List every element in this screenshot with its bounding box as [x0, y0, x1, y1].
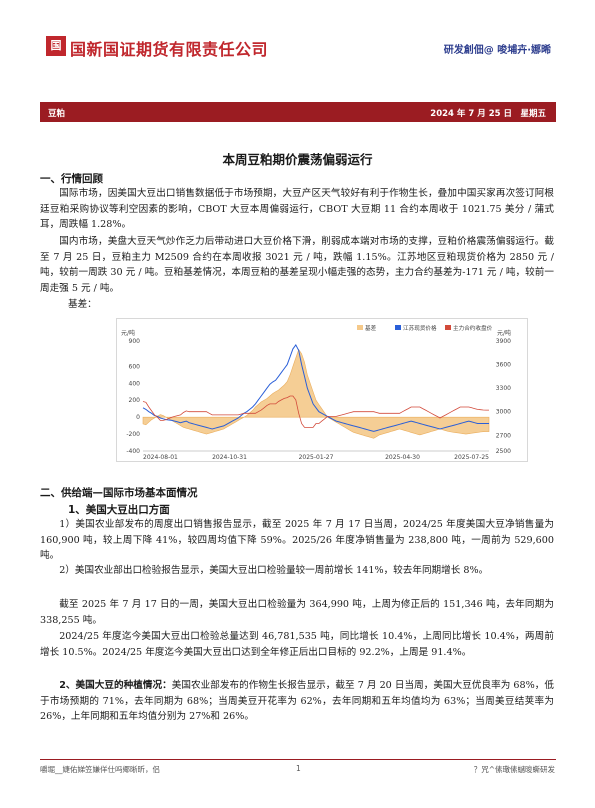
- x-tick-label: 2025-01-27: [299, 454, 334, 461]
- footer-disclaimer: 嚼堀__婕佑娣笠嫌佯仕吗鄊晰昕，侣: [40, 765, 160, 774]
- legend-label: 主力合约收盘价: [453, 324, 493, 332]
- basis-label: 基差：: [68, 299, 97, 310]
- right-tick-label: 3900: [496, 338, 511, 345]
- close-price-line: [142, 395, 489, 428]
- right-tick-label: 3600: [496, 362, 511, 369]
- paragraph-domestic: 国内市场，美盘大豆天气炒作乏力后带动进口大豆价格下滑，削弱成本端对市场的支撑，豆…: [40, 236, 554, 294]
- legend-swatch: [357, 325, 363, 330]
- legend-swatch: [395, 325, 401, 330]
- chart-svg: 900 600 400 200 0 -200 -400 3900 3600 3300 3000 270…: [121, 324, 511, 461]
- left-tick-label: 200: [129, 397, 141, 404]
- page-title: 本周豆粕期价震荡偏弱运行: [222, 152, 373, 167]
- paragraph-inspection-total: 2024/25 年度迄今美国大豆出口检验总量达到 46,781,535 吨，同比…: [40, 631, 554, 658]
- company-name: 国新国证期货有限责任公司: [70, 40, 269, 59]
- left-tick-label: 400: [129, 380, 141, 387]
- left-axis-unit: 元/吨: [121, 329, 135, 337]
- spot-price-line: [142, 343, 489, 432]
- paragraph-international: 国际市场，因美国大豆出口销售数据低于市场预期，大豆产区天气较好有利于作物生长，叠…: [40, 188, 554, 231]
- right-tick-label: 3000: [496, 409, 511, 416]
- left-tick-label: -400: [126, 448, 140, 455]
- section-heading-2: 二、供给端—国际市场基本面情况: [40, 487, 198, 499]
- section-heading-1: 一、行情回顾: [40, 173, 103, 185]
- right-tick-label: 2700: [496, 432, 511, 439]
- x-tick-label: 2025-07-25: [454, 454, 489, 461]
- legend-label: 基差: [365, 324, 377, 332]
- paragraph-export-sales: 1）美国农业部发布的周度出口销售报告显示，截至 2025 年 7 月 17 日当…: [40, 519, 554, 562]
- x-tick-label: 2025-04-30: [385, 454, 420, 461]
- x-tick-label: 2024-10-31: [212, 454, 247, 461]
- right-tick-label: 2500: [496, 448, 511, 455]
- company-logo-icon: 国新: [46, 36, 66, 72]
- paragraph-inspection-week: 截至 2025 年 7 月 17 日的一周，美国大豆出口检验量为 364,990…: [40, 599, 554, 626]
- right-tick-label: 3300: [496, 385, 511, 392]
- planting-text: 美国农业部发布的作物生长报告显示，截至 7 月 20 日当周，美国大豆优良率为 …: [40, 680, 554, 723]
- category-label: 豆粕: [48, 109, 66, 119]
- right-axis-unit: 元/吨: [497, 329, 511, 337]
- footer-right: ？咒^傃璥傃蠩晙蟖研发: [473, 765, 555, 774]
- left-tick-label: -200: [126, 431, 140, 438]
- report-date: 2024 年 7 月 25 日 星期五: [430, 109, 546, 119]
- page-header: 国新 国新国证期货有限责任公司 研发創佃@ 唆埔卉·娜晞: [0, 28, 595, 72]
- subheading-export: 1、美国大豆出口方面: [68, 504, 170, 516]
- left-tick-label: 900: [129, 338, 141, 345]
- x-tick-label: 2024-08-01: [143, 454, 178, 461]
- paragraph-export-inspection: 2）美国农业部出口检验报告显示，美国大豆出口检验量较一周前增长 141%，较去年…: [59, 565, 489, 576]
- basis-area-series: [142, 348, 490, 439]
- basis-chart: 900 600 400 200 0 -200 -400 3900 3600 3300 3000 270…: [116, 318, 528, 462]
- paragraph-planting: 2、美国大豆的种植情况：美国农业部发布的作物生长报告显示，截至 7 月 20 日…: [40, 678, 554, 725]
- page-number: 1: [296, 764, 301, 773]
- legend-label: 江苏现货价格: [403, 324, 437, 332]
- legend-swatch: [445, 325, 451, 330]
- left-tick-label: 600: [129, 363, 141, 370]
- left-tick-label: 0: [136, 414, 140, 421]
- footer-divider: [40, 759, 556, 760]
- header-slogan: 研发創佃@ 唆埔卉·娜晞: [443, 45, 551, 56]
- planting-label: 2、美国大豆的种植情况：: [59, 680, 172, 691]
- category-bar: 豆粕 2024 年 7 月 25 日 星期五: [40, 102, 556, 122]
